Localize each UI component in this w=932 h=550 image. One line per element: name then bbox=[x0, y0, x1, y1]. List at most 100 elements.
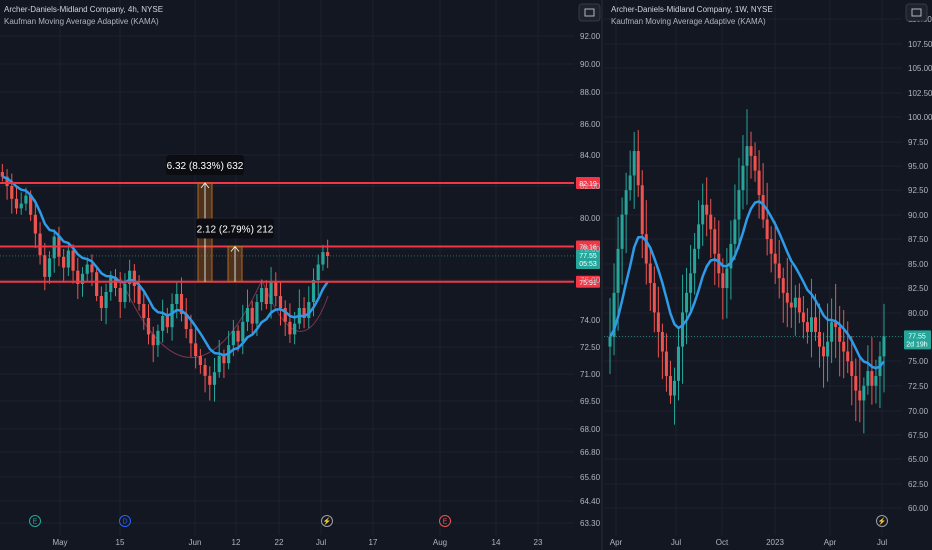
event-label: E bbox=[33, 519, 38, 526]
candle-body bbox=[761, 195, 765, 220]
candle-body bbox=[858, 390, 862, 401]
candle-body bbox=[793, 297, 797, 308]
right-maximize-button[interactable] bbox=[905, 3, 928, 22]
candle-body bbox=[632, 151, 636, 176]
price-tick-label: 66.80 bbox=[580, 448, 601, 457]
candle-body bbox=[47, 258, 52, 277]
right-events[interactable]: ⚡ bbox=[876, 515, 888, 527]
right-kama-line bbox=[608, 200, 885, 370]
candle-body bbox=[146, 318, 151, 335]
candle-body bbox=[789, 302, 793, 308]
candle-body bbox=[161, 316, 165, 331]
maximize-icon bbox=[911, 8, 922, 17]
candle-body bbox=[809, 317, 813, 332]
candle-body bbox=[104, 292, 108, 308]
candle-body bbox=[24, 195, 28, 204]
candle-body bbox=[19, 203, 23, 209]
right-time-axis[interactable]: Apr Jul Oct 2023 Apr Jul bbox=[610, 538, 888, 547]
price-tick-label: 82.00 bbox=[580, 182, 601, 191]
candle-body bbox=[709, 214, 713, 230]
event-earnings-icon bbox=[29, 515, 41, 527]
candle-body bbox=[33, 214, 37, 234]
cup-arc bbox=[119, 276, 263, 358]
candle-body bbox=[797, 297, 801, 313]
candle-body bbox=[311, 280, 316, 302]
candle-body bbox=[264, 288, 268, 304]
price-tick-label: 90.00 bbox=[580, 60, 601, 69]
price-tick-label: 80.00 bbox=[580, 214, 601, 223]
price-tick-label: 100.00 bbox=[908, 113, 932, 122]
date-tick-label: 15 bbox=[116, 538, 125, 547]
candle-body bbox=[745, 146, 749, 166]
date-tick-label: 12 bbox=[232, 538, 241, 547]
event-marker-earnings[interactable]: E bbox=[29, 515, 41, 527]
price-tick-label: 72.50 bbox=[580, 343, 601, 352]
candle-body bbox=[681, 312, 685, 347]
event-earnings-icon bbox=[439, 515, 451, 527]
candle-body bbox=[805, 322, 809, 332]
candle-body bbox=[624, 190, 628, 215]
date-tick-label: Jul bbox=[671, 538, 681, 547]
candle-body bbox=[137, 286, 141, 304]
date-tick-label: Apr bbox=[824, 538, 837, 547]
date-tick-label: Jun bbox=[189, 538, 202, 547]
event-marker-split[interactable]: ⚡ bbox=[876, 515, 888, 527]
candle-body bbox=[664, 351, 668, 376]
date-tick-label: 22 bbox=[275, 538, 284, 547]
candle-body bbox=[283, 308, 287, 322]
candle-body bbox=[208, 375, 212, 385]
candle-body bbox=[749, 146, 753, 156]
left-time-axis[interactable]: May 15 Jun 12 22 Jul 17 Aug 14 23 bbox=[52, 538, 543, 547]
candle-body bbox=[142, 304, 146, 318]
candle-body bbox=[156, 330, 160, 346]
date-tick-label: Apr bbox=[610, 538, 623, 547]
last-price-countdown: 2d 19h bbox=[906, 341, 928, 348]
candle-body bbox=[0, 172, 4, 177]
price-tick-label: 75.00 bbox=[908, 357, 929, 366]
right-candles bbox=[608, 109, 886, 434]
candle-body bbox=[729, 243, 733, 269]
candle-body bbox=[733, 219, 737, 244]
measure-arrowhead bbox=[230, 245, 240, 252]
candle-body bbox=[165, 316, 169, 328]
left-grid bbox=[0, 0, 574, 535]
left-chart-title: Archer-Daniels-Midland Company, 4h, NYSE bbox=[4, 5, 163, 14]
candle-body bbox=[85, 264, 89, 274]
candle-body bbox=[151, 334, 155, 346]
candle-body bbox=[170, 304, 174, 328]
candle-body bbox=[43, 255, 47, 277]
candle-body bbox=[781, 278, 785, 293]
candle-body bbox=[14, 198, 19, 209]
date-tick-label: Aug bbox=[433, 538, 447, 547]
left-events[interactable]: E D ⚡ E bbox=[29, 515, 451, 527]
candle-body bbox=[255, 302, 259, 324]
candle-body bbox=[203, 365, 207, 376]
price-tick-label: 97.50 bbox=[908, 138, 929, 147]
level-price-label: 78.16 bbox=[579, 245, 597, 252]
left-price-axis[interactable]: 92.00 90.00 88.00 86.00 84.00 82.00 80.00 78.00… bbox=[580, 32, 601, 528]
candle-body bbox=[668, 375, 672, 396]
candle-body bbox=[830, 322, 834, 342]
price-tick-label: 68.00 bbox=[580, 425, 601, 434]
candle-body bbox=[184, 314, 188, 329]
candle-body bbox=[870, 371, 874, 386]
candle-body bbox=[128, 270, 132, 284]
candle-body bbox=[231, 330, 235, 346]
left-maximize-button[interactable] bbox=[578, 3, 601, 22]
candle-body bbox=[179, 294, 184, 314]
candle-body bbox=[854, 375, 858, 391]
price-tick-label: 88.00 bbox=[580, 88, 601, 97]
event-marker-earnings[interactable]: E bbox=[439, 515, 451, 527]
candle-body bbox=[862, 385, 866, 401]
price-tick-label: 107.50 bbox=[908, 40, 932, 49]
price-tick-label: 80.00 bbox=[908, 309, 929, 318]
event-marker-dividend[interactable]: D bbox=[119, 515, 131, 527]
event-marker-split[interactable]: ⚡ bbox=[321, 515, 333, 527]
price-tick-label: 60.00 bbox=[908, 504, 929, 513]
price-tick-label: 87.50 bbox=[908, 235, 929, 244]
date-tick-label: Oct bbox=[716, 538, 729, 547]
price-measures[interactable]: 6.32 (8.33%) 632 2.12 (2.79%) 212 bbox=[166, 155, 274, 283]
